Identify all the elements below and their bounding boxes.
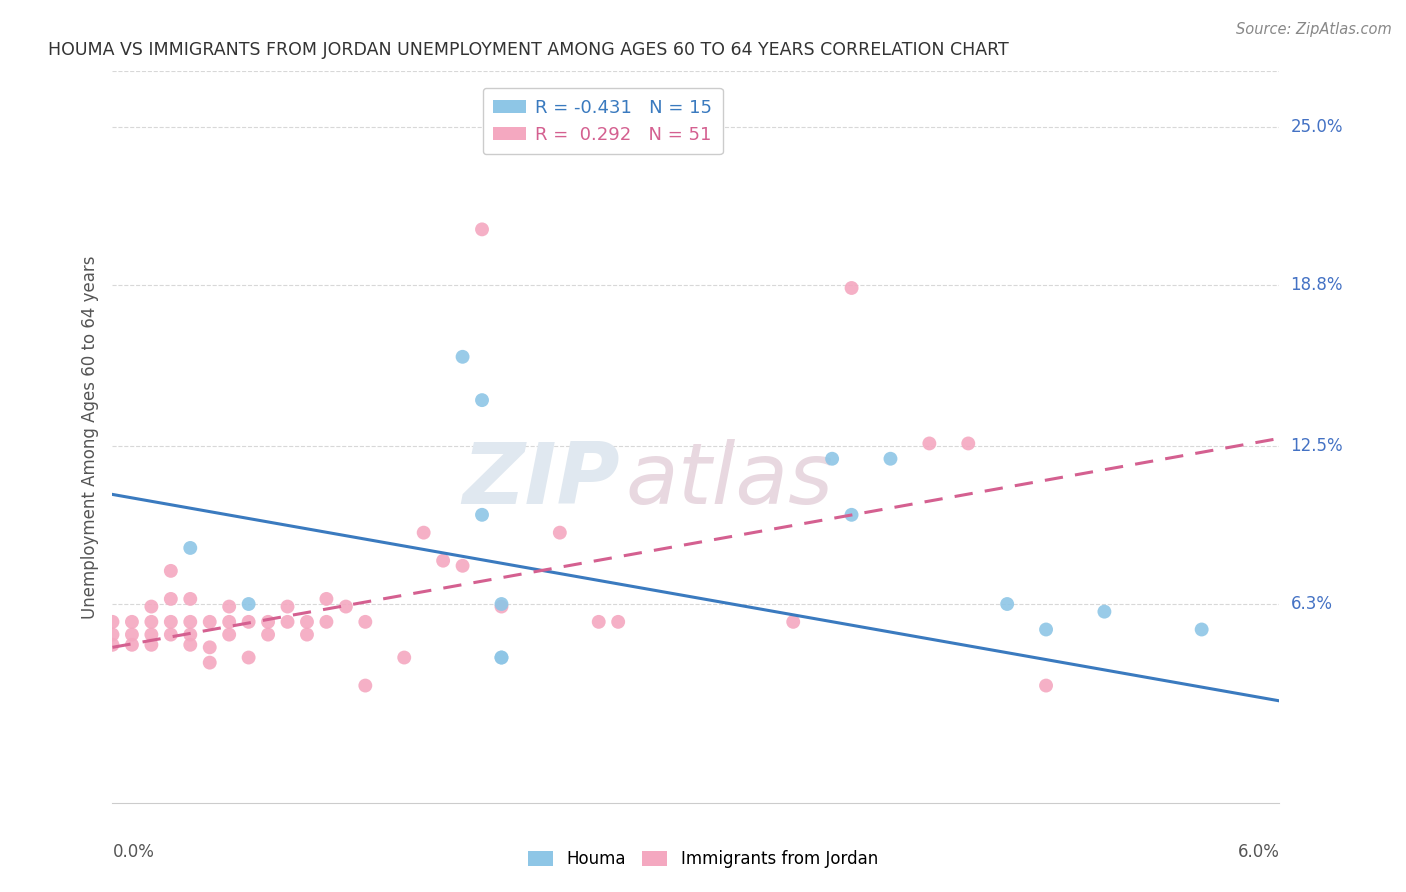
Point [218,627,240,641]
Point [218,599,240,614]
Point [160,591,183,606]
Point [141,615,163,629]
Point [276,615,298,629]
Point [782,615,804,629]
Point [607,615,630,629]
Point [179,627,201,641]
Point [995,597,1018,611]
Point [101,638,124,652]
Point [491,597,513,611]
Y-axis label: Unemployment Among Ages 60 to 64 years: Unemployment Among Ages 60 to 64 years [80,255,98,619]
Point [121,627,143,641]
Point [101,627,124,641]
Point [1191,623,1213,637]
Point [276,599,298,614]
Point [548,525,571,540]
Point [218,615,240,629]
Point [471,222,494,236]
Point [257,615,280,629]
Point [354,679,377,693]
Point [198,640,221,655]
Point [335,599,357,614]
Point [957,436,980,450]
Point [121,638,143,652]
Point [160,615,183,629]
Text: 6.0%: 6.0% [1237,843,1279,861]
Point [179,541,201,555]
Point [432,554,454,568]
Point [879,451,901,466]
Point [315,591,337,606]
Point [1035,679,1057,693]
Text: ZIP: ZIP [463,440,620,523]
Point [491,599,513,614]
Point [295,615,318,629]
Point [179,615,201,629]
Point [918,436,941,450]
Point [141,599,163,614]
Text: 25.0%: 25.0% [1291,119,1343,136]
Text: Source: ZipAtlas.com: Source: ZipAtlas.com [1236,22,1392,37]
Point [121,615,143,629]
Point [238,615,260,629]
Point [315,615,337,629]
Point [160,564,183,578]
Point [412,525,434,540]
Point [1094,605,1116,619]
Point [841,281,863,295]
Point [491,650,513,665]
Legend: R = -0.431   N = 15, R =  0.292   N = 51: R = -0.431 N = 15, R = 0.292 N = 51 [482,87,723,154]
Point [238,597,260,611]
Point [295,627,318,641]
Text: 18.8%: 18.8% [1291,277,1343,294]
Point [451,558,474,573]
Text: 12.5%: 12.5% [1291,437,1343,455]
Point [141,638,163,652]
Point [160,627,183,641]
Point [257,627,280,641]
Point [198,615,221,629]
Point [491,650,513,665]
Text: 0.0%: 0.0% [112,843,155,861]
Point [821,451,844,466]
Legend: Houma, Immigrants from Jordan: Houma, Immigrants from Jordan [522,844,884,875]
Point [238,650,260,665]
Point [354,615,377,629]
Point [471,393,494,408]
Point [841,508,863,522]
Text: atlas: atlas [626,440,834,523]
Point [471,508,494,522]
Point [141,627,163,641]
Point [198,656,221,670]
Point [451,350,474,364]
Point [179,591,201,606]
Text: HOUMA VS IMMIGRANTS FROM JORDAN UNEMPLOYMENT AMONG AGES 60 TO 64 YEARS CORRELATI: HOUMA VS IMMIGRANTS FROM JORDAN UNEMPLOY… [48,41,1010,59]
Point [588,615,610,629]
Point [101,615,124,629]
Text: 6.3%: 6.3% [1291,595,1333,613]
Point [1035,623,1057,637]
Point [179,638,201,652]
Point [394,650,416,665]
